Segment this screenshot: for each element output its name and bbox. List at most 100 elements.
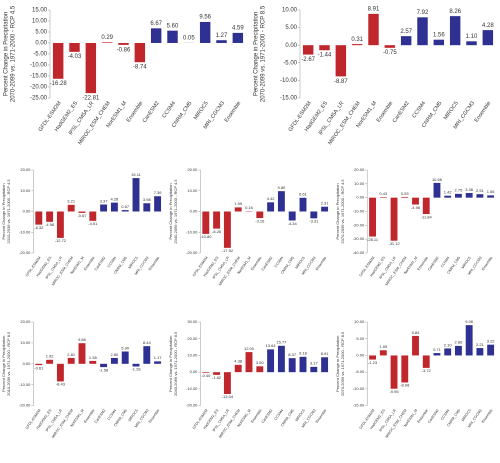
y-axis-title: 2040-2069 vs. 1971-2000 - RCP 4.5 bbox=[173, 179, 178, 244]
x-tick-label: Ensemble bbox=[315, 408, 327, 423]
bar bbox=[400, 36, 412, 46]
y-tick-label: 5.00 bbox=[35, 30, 47, 36]
y-tick-label: 20.00 bbox=[187, 167, 198, 172]
bar bbox=[52, 42, 64, 79]
y-tick-label: -5.00 bbox=[283, 60, 297, 66]
bar bbox=[466, 41, 477, 46]
value-label: 1.99 bbox=[234, 201, 243, 206]
bar bbox=[35, 211, 43, 225]
bar bbox=[69, 42, 80, 52]
value-label: 5.84 bbox=[412, 330, 421, 335]
y-axis-title: Percent Change in Precipitation bbox=[254, 12, 260, 96]
bar bbox=[121, 210, 129, 212]
bar bbox=[288, 358, 296, 373]
y-tick-label: -20.00 bbox=[19, 250, 31, 255]
x-tick-label: CanESM2 bbox=[142, 100, 161, 124]
x-tick-label: Ensemble bbox=[481, 408, 493, 423]
y-tick-label: -20.00 bbox=[353, 222, 365, 227]
bar bbox=[487, 344, 495, 356]
value-label: 2.86 bbox=[455, 340, 464, 345]
y-axis-title: Percent Change in Precipitation bbox=[1, 336, 6, 392]
value-label: 1.17 bbox=[154, 355, 163, 360]
y-tick-label: -15.00 bbox=[30, 74, 48, 80]
y-tick-label: 10.00 bbox=[187, 188, 198, 193]
value-label: 4.28 bbox=[482, 23, 494, 29]
y-tick-label: 5.00 bbox=[285, 25, 297, 31]
y-tick-label: 20.00 bbox=[187, 336, 198, 341]
value-label: 8.91 bbox=[321, 351, 330, 356]
y-tick-label: 10.00 bbox=[187, 353, 198, 358]
y-tick-label: -5.00 bbox=[33, 52, 47, 58]
bar bbox=[422, 197, 430, 215]
bar bbox=[310, 211, 318, 219]
value-label: -3.16 bbox=[255, 218, 265, 223]
bar bbox=[267, 202, 275, 212]
y-tick-label: -20.00 bbox=[30, 85, 48, 91]
y-tick-label: -10.00 bbox=[186, 386, 198, 391]
value-label: -4.34 bbox=[288, 221, 298, 226]
value-label: 5.90 bbox=[121, 345, 130, 350]
x-tick-label: CanESM2 bbox=[94, 256, 107, 272]
bar bbox=[433, 353, 441, 356]
value-label: -8.43 bbox=[56, 382, 66, 387]
y-tick-label: 0.00 bbox=[356, 195, 365, 200]
bar bbox=[277, 191, 285, 212]
bar bbox=[134, 42, 146, 63]
bar bbox=[202, 372, 210, 373]
y-tick-label: 0.00 bbox=[285, 43, 297, 49]
value-label: 1.27 bbox=[216, 33, 228, 39]
value-label: 4.42 bbox=[267, 196, 276, 201]
y-tick-label: -30.00 bbox=[353, 236, 365, 241]
bar bbox=[412, 335, 419, 356]
bar bbox=[390, 355, 398, 389]
y-axis-title: Percent Change in Precipitation bbox=[1, 183, 6, 239]
value-label: 1.10 bbox=[466, 34, 478, 40]
bar bbox=[216, 40, 227, 43]
bar bbox=[369, 355, 377, 360]
y-tick-label: -10.00 bbox=[186, 229, 198, 234]
x-tick-label: CanESM2 bbox=[427, 256, 440, 272]
bar bbox=[89, 360, 97, 364]
y-tick-label: 20.00 bbox=[20, 167, 31, 172]
y-tick-label: -40.00 bbox=[353, 250, 365, 255]
value-label: -13.04 bbox=[222, 394, 234, 399]
bar bbox=[234, 364, 242, 373]
y-tick-label: 20.00 bbox=[20, 319, 31, 324]
value-label: 2.10 bbox=[444, 342, 453, 347]
bar bbox=[223, 372, 231, 394]
y-tick-label: -5.00 bbox=[355, 369, 365, 374]
x-tick-label: Ensemble bbox=[315, 256, 327, 271]
bar bbox=[379, 350, 387, 356]
x-tick-label: CCSM4 bbox=[107, 256, 118, 269]
bar bbox=[46, 359, 54, 364]
value-label: 0.31 bbox=[351, 37, 363, 43]
y-tick-label: 0.00 bbox=[35, 41, 47, 47]
x-tick-label: CCSM4 bbox=[411, 100, 427, 119]
value-label: 4.28 bbox=[111, 196, 120, 201]
value-label: -28.11 bbox=[367, 237, 379, 242]
x-tick-label: MIROC5 bbox=[193, 100, 210, 121]
value-label: 2.75 bbox=[455, 188, 464, 193]
bar bbox=[85, 42, 97, 94]
y-tick-label: 10.00 bbox=[354, 319, 365, 324]
value-label: -4.96 bbox=[411, 205, 421, 210]
y-tick-label: -20.00 bbox=[186, 403, 198, 408]
bar bbox=[449, 16, 461, 46]
bar bbox=[143, 203, 151, 212]
value-label: 10.66 bbox=[432, 177, 443, 182]
value-label: 1.38 bbox=[89, 355, 98, 360]
bar bbox=[454, 193, 462, 198]
value-label: 9.06 bbox=[465, 319, 474, 324]
x-tick-label: MIROC5 bbox=[128, 256, 139, 270]
value-label: 4.38 bbox=[234, 359, 243, 364]
bar bbox=[379, 197, 387, 198]
value-label: -4.98 bbox=[45, 222, 55, 227]
value-label: -1.28 bbox=[131, 367, 141, 372]
value-label: 1.92 bbox=[46, 354, 55, 359]
x-tick-label: CCSM4 bbox=[161, 100, 177, 119]
value-label: -9.95 bbox=[389, 389, 399, 394]
y-axis-title: 2070-2099 vs. 1971-2000 - RCP 4.5 bbox=[11, 5, 17, 102]
bar bbox=[56, 211, 64, 238]
bar bbox=[150, 28, 162, 43]
